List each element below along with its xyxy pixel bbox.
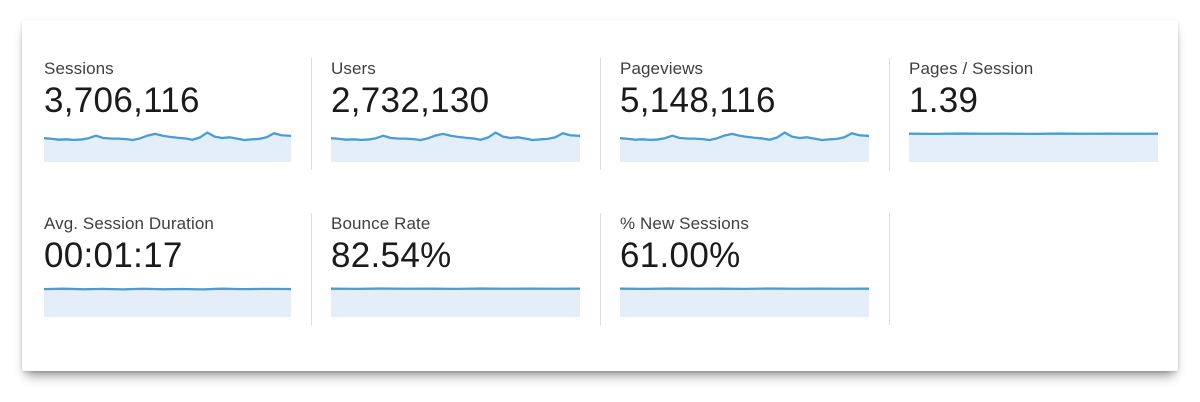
empty-metric-slot	[889, 213, 1178, 325]
sparkline-chart	[331, 283, 581, 317]
metric-label: Bounce Rate	[331, 214, 431, 233]
metric-card-pageviews[interactable]: Pageviews 5,148,116	[600, 58, 889, 170]
sparkline-chart	[44, 128, 292, 162]
metric-label: % New Sessions	[620, 214, 749, 233]
metric-label: Avg. Session Duration	[44, 214, 214, 233]
metrics-summary-panel: Sessions 3,706,116 Users 2,732,130 Pagev…	[22, 20, 1178, 371]
metric-value: 3,706,116	[44, 81, 200, 120]
metric-value: 00:01:17	[44, 236, 183, 275]
metric-label: Sessions	[44, 59, 114, 78]
metric-card-percent-new-sessions[interactable]: % New Sessions 61.00%	[600, 213, 889, 325]
metric-value: 61.00%	[620, 236, 741, 275]
metric-card-bounce-rate[interactable]: Bounce Rate 82.54%	[311, 213, 600, 325]
sparkline-chart	[331, 128, 581, 162]
metric-value: 1.39	[909, 81, 979, 120]
metric-value: 5,148,116	[620, 81, 776, 120]
sparkline-chart	[620, 128, 870, 162]
metric-value: 2,732,130	[331, 81, 490, 120]
metric-label: Pages / Session	[909, 59, 1034, 78]
metrics-grid: Sessions 3,706,116 Users 2,732,130 Pagev…	[22, 58, 1178, 325]
metric-card-pages-per-session[interactable]: Pages / Session 1.39	[889, 58, 1178, 170]
metric-label: Users	[331, 59, 376, 78]
sparkline-chart	[620, 283, 870, 317]
sparkline-chart	[44, 283, 292, 317]
metric-card-avg-session-duration[interactable]: Avg. Session Duration 00:01:17	[22, 213, 311, 325]
metric-value: 82.54%	[331, 236, 452, 275]
sparkline-chart	[909, 128, 1159, 162]
metric-card-users[interactable]: Users 2,732,130	[311, 58, 600, 170]
metric-card-sessions[interactable]: Sessions 3,706,116	[22, 58, 311, 170]
metric-label: Pageviews	[620, 59, 704, 78]
